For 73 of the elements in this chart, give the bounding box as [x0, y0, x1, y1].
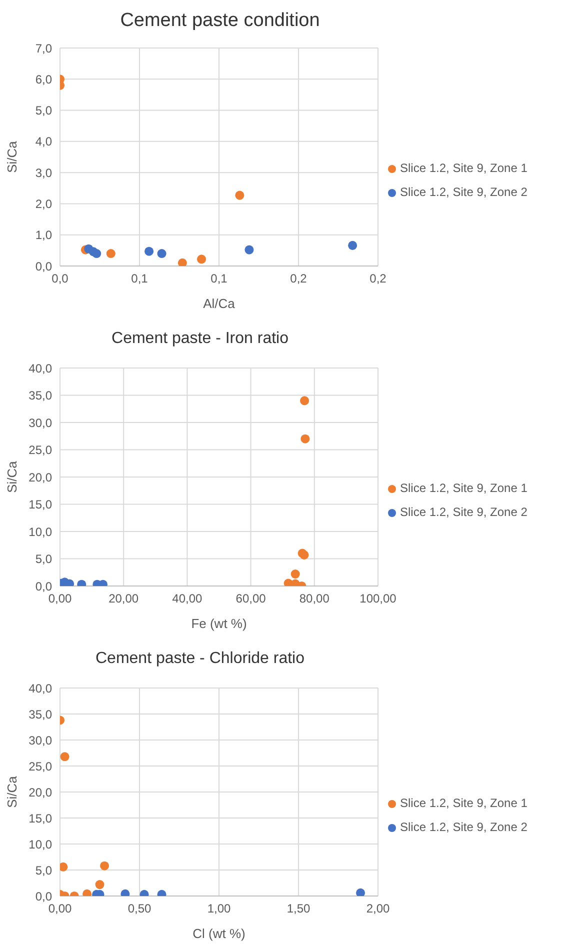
y-tick-label: 15,0	[28, 498, 52, 512]
x-axis-title: Fe (wt %)	[191, 616, 247, 631]
point	[356, 888, 366, 896]
point	[196, 254, 206, 264]
chart-title: Cement paste - Chloride ratio	[94, 649, 306, 669]
point	[60, 862, 68, 872]
point	[106, 249, 116, 258]
y-tick-label: 10,0	[28, 524, 52, 539]
y-tick-label: 0,0	[35, 889, 52, 904]
point	[300, 434, 310, 444]
point	[157, 249, 166, 258]
y-tick-label: 2,0	[35, 196, 52, 211]
y-tick-label: 4,0	[35, 134, 52, 149]
x-tick-label: 20,00	[108, 592, 139, 606]
x-tick-label: 100,00	[360, 592, 397, 606]
x-axis-title: Cl (wt %)	[192, 926, 246, 941]
legend-label: Slice 1.2, Site 9, Zone 1	[400, 796, 528, 810]
x-tick-label: 60,00	[236, 592, 266, 606]
y-tick-label: 25,0	[28, 443, 52, 458]
x-tick-label: 0,00	[48, 592, 72, 606]
x-tick-label: 0,2	[290, 272, 308, 286]
legend-label: Slice 1.2, Site 9, Zone 2	[400, 185, 528, 199]
point	[235, 190, 244, 200]
y-tick-label: 0,0	[35, 259, 52, 274]
y-axis-title: Si/Ca	[4, 775, 20, 808]
y-axis-title: Si/Ca	[4, 460, 20, 493]
y-tick-label: 35,0	[28, 707, 52, 722]
x-tick-label: 0,00	[48, 902, 72, 916]
y-tick-label: 0,0	[35, 579, 52, 594]
y-tick-label: 35,0	[28, 388, 52, 403]
x-tick-label: 2,00	[366, 902, 390, 916]
y-tick-label: 3,0	[35, 166, 52, 180]
point	[92, 249, 102, 258]
y-tick-label: 25,0	[28, 759, 52, 774]
chart-title: Cement paste - Iron ratio	[110, 329, 290, 349]
point	[100, 861, 110, 870]
y-tick-label: 15,0	[28, 811, 52, 826]
x-tick-label: 40,00	[172, 592, 203, 606]
y-tick-label: 10,0	[28, 837, 52, 852]
y-axis-title: Si/Ca	[4, 140, 20, 173]
x-tick-label: 0,1	[131, 272, 148, 286]
legend-label: Slice 1.2, Site 9, Zone 1	[400, 161, 528, 175]
x-tick-label: 0,2	[370, 272, 387, 286]
point	[290, 570, 300, 579]
y-tick-label: 20,0	[28, 470, 52, 484]
x-tick-label: 0,0	[52, 272, 69, 286]
y-tick-label: 7,0	[35, 41, 52, 56]
x-tick-label: 80,00	[299, 592, 330, 606]
chart-title: Cement paste condition	[119, 9, 321, 33]
legend-label: Slice 1.2, Site 9, Zone 2	[400, 505, 528, 519]
y-tick-label: 6,0	[35, 72, 52, 86]
y-tick-label: 40,0	[28, 361, 52, 376]
y-tick-label: 40,0	[28, 681, 52, 696]
x-axis-title: Al/Ca	[203, 296, 236, 311]
point	[178, 258, 187, 266]
y-tick-label: 5,0	[35, 104, 52, 118]
x-tick-label: 0,1	[210, 272, 228, 286]
point	[60, 752, 70, 762]
point	[300, 396, 310, 406]
point	[348, 240, 358, 250]
legend-label: Slice 1.2, Site 9, Zone 2	[400, 820, 528, 834]
legend-label: Slice 1.2, Site 9, Zone 1	[400, 481, 528, 495]
y-tick-label: 30,0	[28, 416, 52, 430]
x-tick-label: 0,50	[128, 902, 152, 916]
y-tick-label: 5,0	[35, 552, 52, 566]
x-tick-label: 1,50	[286, 902, 310, 916]
y-tick-label: 30,0	[28, 733, 52, 748]
x-tick-label: 1,00	[207, 902, 231, 916]
y-tick-label: 1,0	[35, 228, 52, 242]
point	[144, 246, 154, 256]
y-tick-label: 5,0	[35, 863, 52, 878]
point	[244, 245, 254, 254]
y-tick-label: 20,0	[28, 785, 52, 800]
